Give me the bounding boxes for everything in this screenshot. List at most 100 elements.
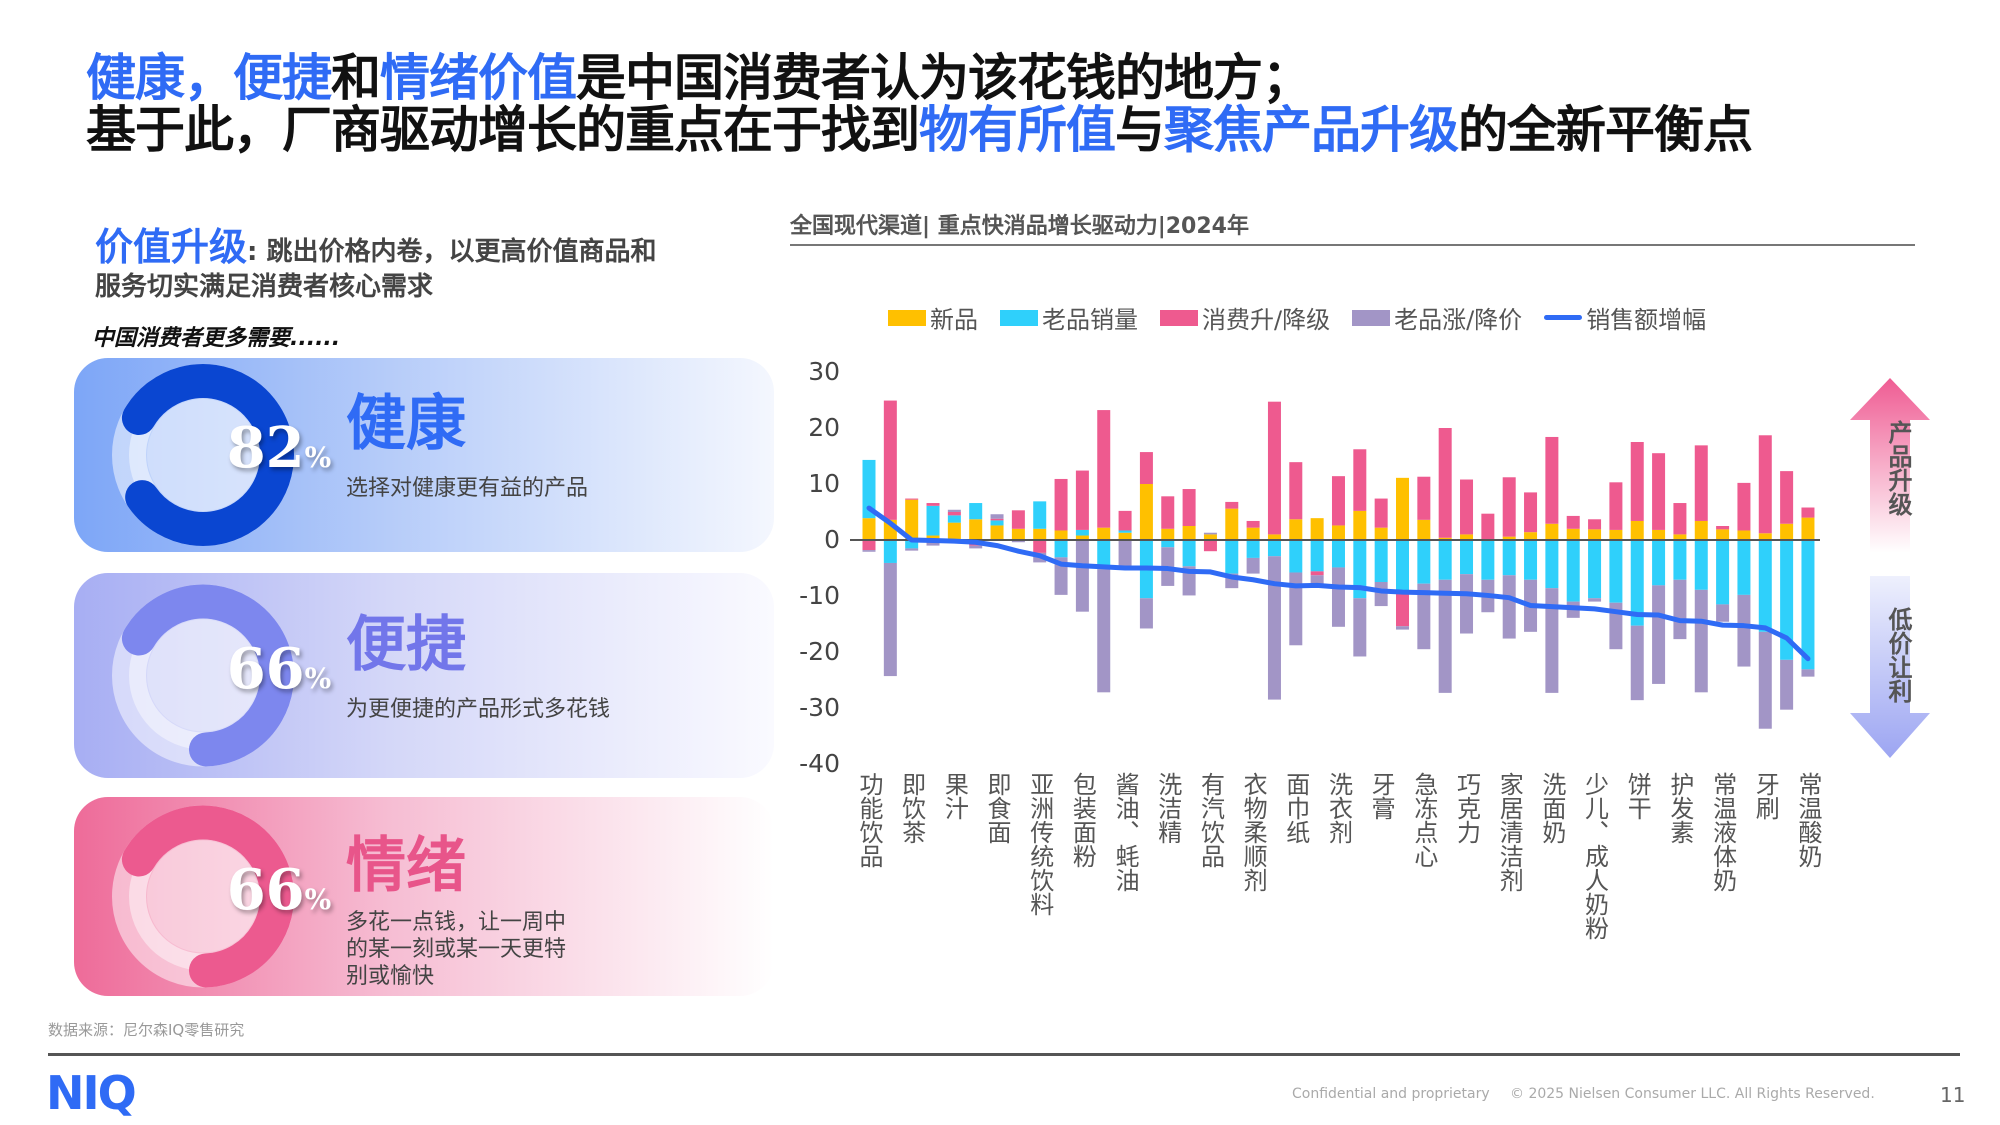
bar-segment (1780, 540, 1794, 660)
bar-segment (1438, 428, 1452, 538)
bar-segment (1566, 540, 1580, 602)
bar-segment (1716, 526, 1730, 530)
bar-segment (1396, 540, 1409, 594)
x-tick-label: 包装面粉 (1068, 772, 1097, 868)
arrow-down-icon (1850, 576, 1930, 758)
chart-title-divider (790, 244, 1915, 246)
bar-segment (1502, 536, 1516, 540)
bar-segment (1011, 528, 1025, 540)
bar-segment (1481, 513, 1495, 540)
bar-segment (1396, 593, 1409, 627)
x-tick-label: 家居清洁剂 (1495, 772, 1524, 892)
x-tick-label: 巧克力 (1452, 772, 1481, 844)
bar-segment (1609, 482, 1623, 530)
bar-segment (1033, 501, 1047, 529)
y-tick-label: 30 (808, 357, 840, 386)
percent-value: 66% (199, 636, 359, 702)
arrow-down-label: 低价让利 (1884, 607, 1912, 703)
title-segment: 便捷 (233, 49, 332, 107)
bar-segment (947, 515, 961, 523)
heading-text: : 跳出价格内卷，以更高价值商品和 (247, 237, 657, 267)
title-segment: 物有所值 (919, 101, 1116, 159)
percent-unit: % (304, 441, 332, 474)
bar-segment (905, 499, 919, 540)
bar-segment (1588, 598, 1602, 602)
bar-segment (1396, 626, 1409, 630)
bar-segment (1566, 515, 1580, 529)
donut-gauge (112, 364, 294, 546)
bar-segment (1780, 471, 1794, 524)
bar-segment (1310, 540, 1324, 572)
bar-segment (1524, 492, 1538, 533)
donut-gauge (112, 584, 294, 767)
legend-label: 消费升/降级 (1202, 306, 1331, 334)
card-description: 选择对健康更有益的产品 (346, 476, 589, 501)
bar-segment (1801, 669, 1815, 677)
bar-segment (1203, 540, 1217, 552)
card-health: 82% 健康 选择对健康更有益的产品 (74, 358, 774, 552)
bar-segment (1694, 589, 1708, 693)
bar-segment (1694, 540, 1708, 590)
bar-segment (1075, 529, 1089, 536)
bar-segment (1139, 598, 1153, 629)
bar-segment (1182, 540, 1196, 567)
bar-segment (1758, 533, 1772, 540)
bar-segment (969, 545, 983, 549)
card-title: 便捷 (346, 609, 466, 680)
x-tick-label: 洗洁精 (1153, 772, 1182, 844)
legend-swatch (1000, 309, 1038, 326)
y-tick-label: -10 (799, 581, 840, 610)
bar-segment (926, 503, 940, 506)
arrow-up-label: 产品升级 (1884, 420, 1912, 516)
bar-segment (1246, 527, 1260, 540)
bar-segment (926, 535, 940, 540)
card-title: 情绪 (346, 830, 466, 901)
bar-segment (947, 509, 961, 512)
bar-segment (990, 520, 1004, 526)
x-tick-label: 有汽饮品 (1196, 772, 1225, 868)
title-segment: 健康， (86, 49, 234, 107)
bar-segment (905, 498, 919, 500)
bar-segment (1396, 477, 1409, 540)
bar-segment (1737, 594, 1751, 667)
legend-item: 新品 (888, 300, 978, 335)
bar-segment (1780, 523, 1794, 540)
bar-segment (1652, 540, 1666, 586)
bar-segment (1353, 510, 1367, 540)
legend-swatch (1352, 309, 1391, 326)
y-tick-label: -40 (799, 749, 840, 778)
bar-segment (1438, 537, 1452, 540)
bar-segment (1780, 659, 1794, 710)
bar-segment (990, 514, 1004, 519)
bar-segment (1033, 540, 1047, 553)
bar-segment (1417, 540, 1431, 584)
bar-segment (1267, 401, 1281, 535)
x-tick-label: 饼干 (1623, 772, 1652, 820)
donut-gauge (112, 805, 294, 988)
legend-swatch (1160, 309, 1198, 326)
bar-segment (1139, 484, 1153, 540)
page-title-line2: 基于此，厂商驱动增长的重点在于找到物有所值与聚焦产品升级的全新平衡点 (86, 101, 1753, 159)
heading-line2: 服务切实满足消费者核心需求 (95, 272, 434, 302)
x-tick-label: 衣物柔顺剂 (1239, 772, 1268, 892)
page-title-line1: 健康，便捷和情绪价值是中国消费者认为该花钱的地方； (86, 49, 1312, 107)
bar-segment (1289, 540, 1303, 573)
bar-segment (1054, 530, 1068, 540)
bar-segment (1758, 631, 1772, 729)
bar-segment (1460, 534, 1474, 540)
bar-segment (1011, 540, 1025, 543)
legend-label: 销售额增幅 (1586, 306, 1707, 334)
legend-item: 老品销量 (1000, 300, 1138, 335)
bar-segment (1417, 519, 1431, 540)
bar-segment (1652, 453, 1666, 530)
x-tick-label: 急冻点心 (1409, 772, 1438, 868)
percent-number: 66 (226, 635, 305, 702)
x-tick-label: 牙膏 (1367, 772, 1396, 820)
bar-segment (1097, 527, 1111, 540)
title-segment: 基于此，厂商驱动增长的重点在于找到 (86, 101, 920, 159)
bar-segment (1289, 519, 1303, 540)
donut-arc (112, 805, 294, 988)
bar-segment (1139, 452, 1153, 484)
needs-label: 中国消费者更多需要...... (92, 326, 341, 351)
bar-segment (1630, 520, 1644, 540)
